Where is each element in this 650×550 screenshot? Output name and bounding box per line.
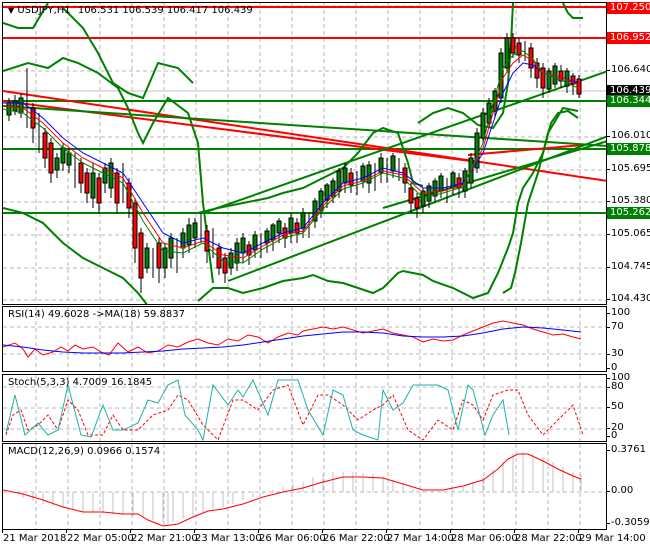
stochastic-label: Stoch(5,3,3) 4.7009 16.1845 [8, 377, 153, 388]
time-tick: 29 Mar 14:00 [578, 529, 646, 544]
time-tick: 22 Mar 21:00 [130, 529, 198, 544]
stochastic-panel[interactable]: Stoch(5,3,3) 4.7009 16.1845 [2, 374, 607, 442]
time-axis: 21 Mar 2018 22 Mar 05:00 22 Mar 21:00 23… [1, 529, 646, 550]
price-axis: 107.250 106.952 106.640 106.439 106.344 … [606, 2, 650, 305]
rsi-tick: 30 [607, 348, 624, 359]
stoch-tick: 80 [607, 381, 624, 392]
price-badge-support-1: 106.344 [607, 95, 650, 107]
price-tick: 105.695 [606, 163, 650, 175]
macd-tick: -0.3059 [607, 517, 650, 528]
price-badge-current: 106.439 [607, 85, 650, 97]
symbol-label: USDJPY,H1 [17, 5, 71, 16]
price-badge-resistance-1: 106.952 [607, 32, 650, 44]
price-badge-support-2: 105.878 [607, 143, 650, 155]
rsi-tick: 100 [606, 307, 631, 318]
time-tick: 21 Mar 2018 [1, 529, 67, 544]
stoch-tick: 0 [606, 430, 618, 441]
rsi-tick: 0 [606, 362, 618, 373]
price-tick: 106.640 [606, 64, 650, 76]
stoch-tick: 20 [607, 422, 624, 433]
time-tick: 28 Mar 06:00 [450, 529, 518, 544]
price-badge-support-3: 105.262 [607, 207, 650, 219]
chart-header: ▼ USDJPY,H1 106.531 106.539 106.417 106.… [8, 5, 253, 16]
price-chart-panel[interactable]: ▼ USDJPY,H1 106.531 106.539 106.417 106.… [2, 2, 607, 305]
time-tick: 26 Mar 22:00 [322, 529, 390, 544]
rsi-axis: 100 70 30 0 [606, 306, 650, 373]
macd-axis: 0.3761 0.00 -0.3059 [606, 443, 650, 530]
macd-tick: 0.00 [606, 485, 634, 496]
macd-tick: 0.3761 [607, 444, 646, 455]
stoch-tick: 50 [607, 401, 624, 412]
stoch-tick: 100 [606, 372, 631, 383]
price-tick: 106.010 [606, 130, 650, 142]
rsi-tick: 70 [607, 321, 624, 332]
macd-panel[interactable]: MACD(12,26,9) 0.0966 0.1574 [2, 443, 607, 530]
price-tick: 104.745 [606, 261, 650, 273]
rsi-panel[interactable]: RSI(14) 49.6028 ->MA(18) 59.8837 [2, 306, 607, 372]
price-chart-canvas [3, 3, 606, 304]
stochastic-axis: 100 80 50 20 0 [606, 372, 650, 442]
rsi-label: RSI(14) 49.6028 ->MA(18) 59.8837 [8, 309, 185, 320]
time-tick: 23 Mar 13:00 [194, 529, 262, 544]
macd-canvas [3, 444, 606, 529]
rsi-canvas [3, 307, 606, 371]
triangle-down-icon[interactable]: ▼ [8, 6, 15, 15]
price-badge-resistance-2: 107.250 [607, 2, 650, 14]
time-tick: 26 Mar 06:00 [258, 529, 326, 544]
price-tick: 104.430 [606, 293, 650, 305]
stochastic-canvas [3, 375, 606, 441]
ohlc-values: 106.531 106.539 106.417 106.439 [77, 5, 253, 16]
price-tick: 105.380 [606, 195, 650, 207]
time-tick: 27 Mar 14:00 [386, 529, 454, 544]
macd-label: MACD(12,26,9) 0.0966 0.1574 [8, 446, 161, 457]
price-tick: 105.065 [606, 228, 650, 240]
time-tick: 28 Mar 22:00 [514, 529, 582, 544]
time-tick: 22 Mar 05:00 [66, 529, 134, 544]
